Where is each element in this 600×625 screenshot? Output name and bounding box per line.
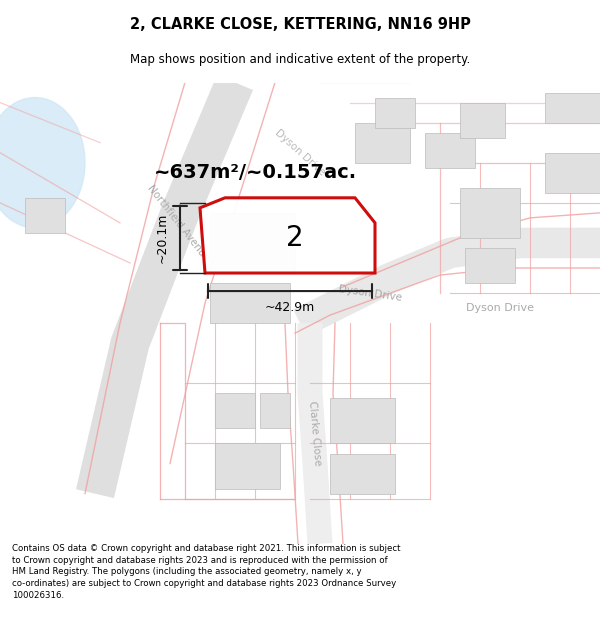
Polygon shape (210, 213, 295, 273)
Polygon shape (545, 152, 600, 192)
Text: Dyson Drive: Dyson Drive (466, 303, 534, 313)
Polygon shape (210, 283, 290, 323)
Polygon shape (460, 102, 505, 138)
Ellipse shape (0, 98, 85, 228)
Polygon shape (330, 398, 395, 444)
Text: 2: 2 (286, 224, 304, 252)
Text: Map shows position and indicative extent of the property.: Map shows position and indicative extent… (130, 53, 470, 66)
Polygon shape (375, 98, 415, 128)
Polygon shape (465, 248, 515, 283)
Text: Dyson Drive: Dyson Drive (273, 127, 327, 177)
Polygon shape (355, 122, 410, 162)
Text: Contains OS data © Crown copyright and database right 2021. This information is : Contains OS data © Crown copyright and d… (12, 544, 401, 600)
Text: ~637m²/~0.157ac.: ~637m²/~0.157ac. (154, 163, 356, 182)
Polygon shape (215, 393, 255, 429)
Polygon shape (425, 132, 475, 168)
Text: Dyson Drive: Dyson Drive (338, 284, 402, 302)
Text: Clarke Close: Clarke Close (307, 401, 323, 466)
Text: ~42.9m: ~42.9m (265, 301, 315, 314)
Polygon shape (260, 393, 290, 429)
Text: Northfield Avenue: Northfield Avenue (145, 183, 211, 263)
Text: 2, CLARKE CLOSE, KETTERING, NN16 9HP: 2, CLARKE CLOSE, KETTERING, NN16 9HP (130, 18, 470, 32)
Text: ~20.1m: ~20.1m (155, 213, 169, 263)
Polygon shape (200, 198, 375, 273)
Polygon shape (545, 92, 600, 123)
Polygon shape (460, 188, 520, 238)
Polygon shape (215, 444, 280, 489)
Polygon shape (330, 454, 395, 494)
Polygon shape (25, 198, 65, 233)
